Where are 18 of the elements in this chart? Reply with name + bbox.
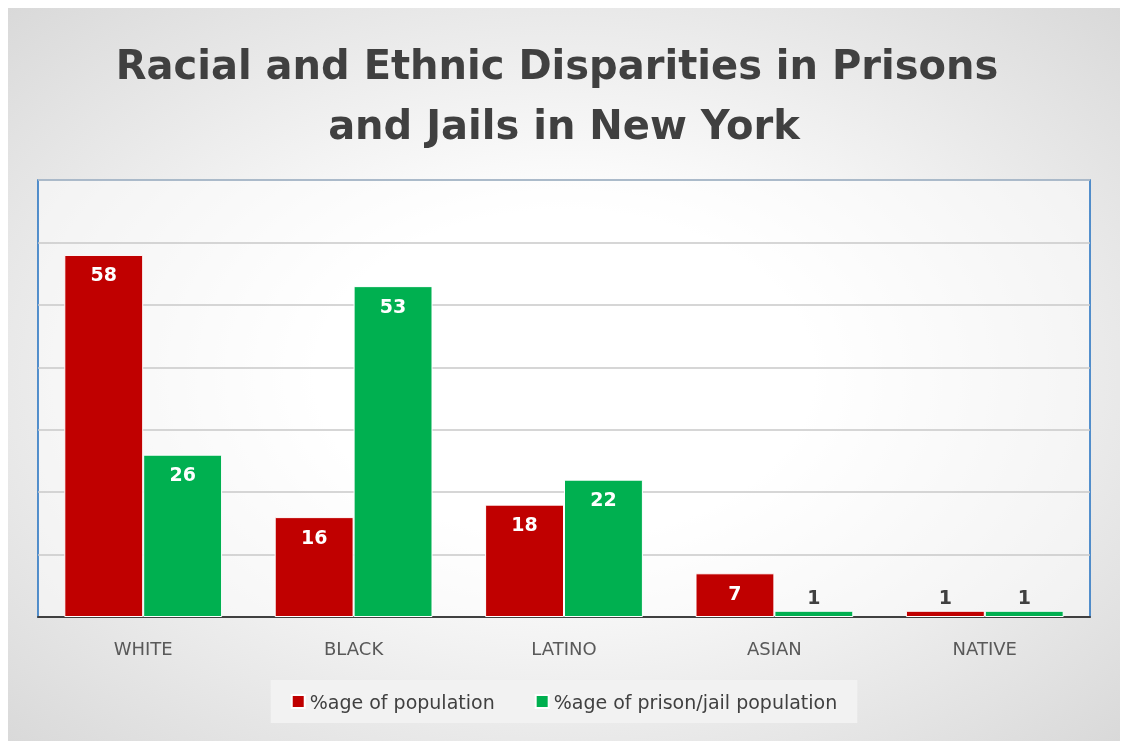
data-label: 22 <box>590 488 617 511</box>
data-label: 26 <box>169 463 196 486</box>
x-tick-label: ASIAN <box>746 637 802 659</box>
chart-title: Racial and Ethnic Disparities in Prisons and Jails in New York <box>115 42 1013 148</box>
data-label: 18 <box>511 513 538 536</box>
x-tick-label: LATINO <box>531 637 597 659</box>
data-label: 1 <box>1017 586 1031 609</box>
legend-label: %age of population <box>309 690 495 713</box>
x-tick-label: NATIVE <box>952 637 1017 659</box>
data-label: 53 <box>379 294 407 317</box>
data-label: 1 <box>807 586 821 609</box>
legend-label: %age of prison/jail population <box>553 690 838 713</box>
data-label: 7 <box>728 581 742 604</box>
data-label: 1 <box>938 586 952 609</box>
x-tick-label: WHITE <box>113 637 173 659</box>
x-tick-label: BLACK <box>324 637 385 659</box>
data-label: 16 <box>300 525 328 548</box>
data-label: 58 <box>90 263 117 286</box>
